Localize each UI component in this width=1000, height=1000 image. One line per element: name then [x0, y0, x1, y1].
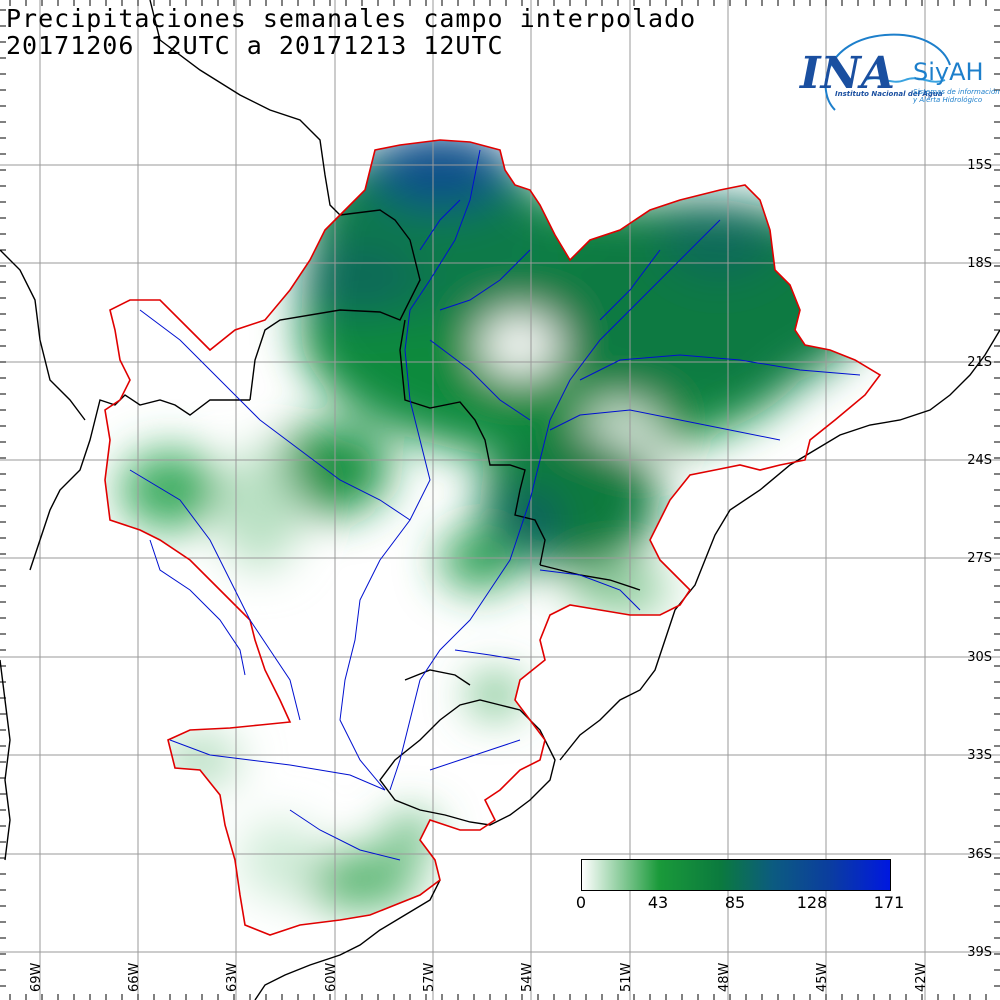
colorbar-tick: 171: [873, 893, 905, 912]
lon-label: 54W: [520, 962, 535, 992]
lon-label: 63W: [225, 962, 240, 992]
logo-institution: Instituto Nacional del Agua: [835, 90, 943, 98]
lon-label: 51W: [619, 962, 634, 992]
lat-label: 36S: [967, 847, 992, 862]
lat-label: 24S: [967, 453, 992, 468]
lat-label: 27S: [967, 551, 992, 566]
ina-siyah-logo: INA SiyAH Instituto Nacional del Agua Si…: [795, 30, 1000, 125]
colorbar-tick: 85: [724, 893, 746, 912]
colorbar-tick: 43: [647, 893, 669, 912]
lat-label: 30S: [967, 650, 992, 665]
colorbar-tick: 0: [575, 893, 587, 912]
lon-label: 60W: [324, 962, 339, 992]
map-date-range: 20171206 12UTC a 20171213 12UTC: [6, 31, 504, 60]
lat-label: 15S: [967, 158, 992, 173]
lon-label: 48W: [717, 962, 732, 992]
lat-label: 21S: [967, 355, 992, 370]
colorbar: [581, 859, 891, 891]
logo-siyah-text: SiyAH: [913, 58, 984, 86]
lat-label: 39S: [967, 945, 992, 960]
lon-label: 69W: [29, 962, 44, 992]
lon-label: 42W: [914, 962, 929, 992]
colorbar-tick: 128: [796, 893, 828, 912]
logo-product-full: Sistemas de información y Alerta Hidroló…: [913, 88, 1000, 105]
lat-label: 18S: [967, 256, 992, 271]
lon-label: 45W: [815, 962, 830, 992]
basin-outline: [104, 139, 882, 936]
lon-label: 57W: [422, 962, 437, 992]
logo-swoosh-icon: [824, 33, 951, 111]
rivers: [129, 149, 861, 861]
map-title: Precipitaciones semanales campo interpol…: [6, 4, 697, 33]
logo-ina-text: INA: [800, 48, 895, 99]
lon-label: 66W: [127, 962, 142, 992]
lat-label: 33S: [967, 748, 992, 763]
